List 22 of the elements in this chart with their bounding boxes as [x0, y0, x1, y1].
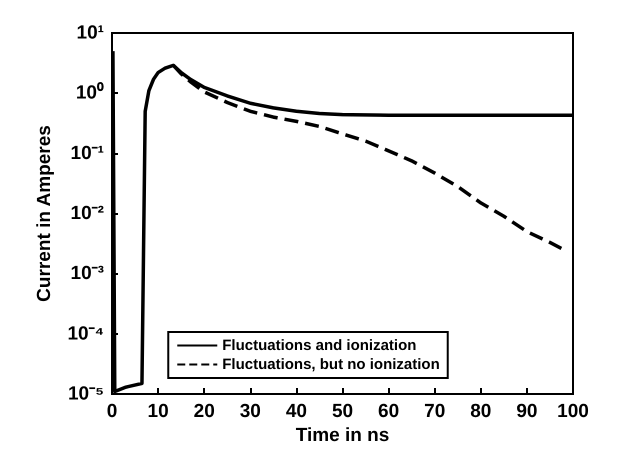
x-tick-label: 60	[378, 401, 400, 422]
x-tick-label: 90	[516, 401, 538, 422]
y-tick-label: 10⁻¹	[70, 142, 104, 164]
y-tick-label: 10⁻²	[70, 203, 104, 224]
x-tick-label: 50	[332, 401, 354, 422]
y-tick-label: 10⁰	[76, 82, 104, 104]
x-tick-label: 10	[148, 401, 169, 422]
y-tick-label: 10⁻⁴	[67, 323, 104, 344]
y-axis-title: Current in Amperes	[34, 125, 55, 302]
x-tick-label: 20	[194, 401, 215, 422]
y-tick-label: 10⁻³	[70, 263, 104, 284]
y-tick-label: 10¹	[76, 22, 104, 44]
x-tick-label: 80	[470, 401, 492, 422]
x-tick-label: 0	[106, 401, 118, 422]
y-tick-label: 10⁻⁵	[68, 384, 104, 404]
x-tick-label: 70	[424, 401, 446, 422]
x-tick-label: 40	[286, 401, 307, 422]
legend-label: Fluctuations and ionization	[222, 337, 416, 354]
legend-label: Fluctuations, but no ionization	[222, 356, 440, 373]
x-axis-title: Time in ns	[296, 425, 390, 446]
x-tick-label: 30	[240, 401, 261, 422]
x-tick-label: 100	[557, 401, 589, 422]
